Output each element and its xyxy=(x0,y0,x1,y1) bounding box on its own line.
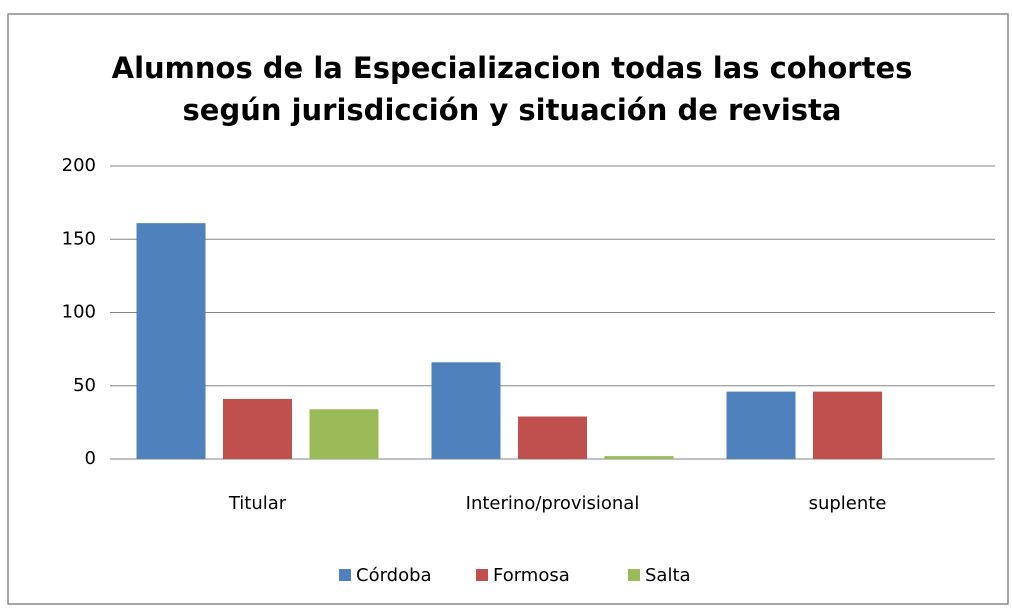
chart-title: Alumnos de la Especializacion todas las … xyxy=(112,51,913,85)
bar xyxy=(136,223,206,459)
y-tick-label: 150 xyxy=(62,228,96,249)
bar xyxy=(726,391,796,459)
legend-swatch xyxy=(339,569,351,581)
chart-title: según jurisdicción y situación de revist… xyxy=(183,93,842,127)
y-tick-label: 50 xyxy=(73,375,96,396)
y-tick-label: 100 xyxy=(62,302,96,323)
bar xyxy=(223,398,292,459)
legend-label: Formosa xyxy=(493,565,570,586)
bar xyxy=(813,391,882,459)
x-tick-label: suplente xyxy=(809,493,887,514)
bar xyxy=(518,416,587,459)
bar xyxy=(309,409,379,459)
bar xyxy=(604,456,674,459)
legend-label: Salta xyxy=(645,565,691,586)
legend-swatch xyxy=(628,569,640,581)
y-tick-label: 0 xyxy=(85,448,96,469)
x-tick-label: Titular xyxy=(228,493,287,514)
legend-label: Córdoba xyxy=(356,565,432,586)
y-tick-label: 200 xyxy=(62,155,96,176)
bar xyxy=(431,362,501,459)
x-tick-label: Interino/provisional xyxy=(466,493,640,514)
legend-swatch xyxy=(476,569,488,581)
